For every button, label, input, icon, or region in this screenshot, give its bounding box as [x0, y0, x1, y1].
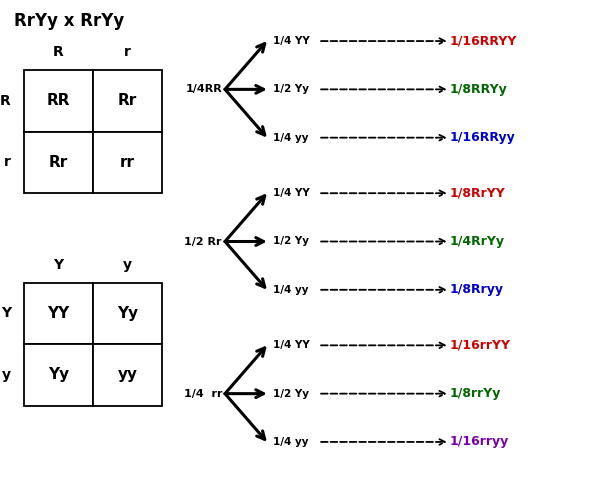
Text: 1/4 YY: 1/4 YY	[273, 188, 310, 198]
Text: 1/8RrYY: 1/8RrYY	[450, 187, 506, 199]
Text: RR: RR	[47, 93, 70, 108]
Text: 1/4 yy: 1/4 yy	[273, 437, 308, 447]
Text: R: R	[0, 94, 11, 108]
Bar	[24, 70, 93, 131]
Text: 1/4 YY: 1/4 YY	[273, 36, 310, 46]
Text: y: y	[2, 368, 11, 382]
Text: 1/16RRYY: 1/16RRYY	[450, 35, 517, 47]
Text: 1/2 Yy: 1/2 Yy	[273, 85, 309, 94]
Bar	[93, 131, 162, 193]
Text: 1/4  rr: 1/4 rr	[184, 389, 222, 398]
Text: 1/4RrYy: 1/4RrYy	[450, 235, 505, 248]
Text: yy: yy	[118, 368, 137, 383]
Text: 1/8Rryy: 1/8Rryy	[450, 284, 504, 296]
Text: Rr: Rr	[49, 155, 68, 170]
Text: RrYy x RrYy: RrYy x RrYy	[14, 12, 124, 30]
Text: R: R	[53, 45, 64, 59]
Bar	[93, 70, 162, 131]
Text: Rr: Rr	[118, 93, 137, 108]
Text: 1/2 Yy: 1/2 Yy	[273, 389, 309, 398]
Text: 1/4 yy: 1/4 yy	[273, 285, 308, 295]
Bar	[24, 131, 93, 193]
Text: 1/4 YY: 1/4 YY	[273, 341, 310, 350]
Text: 1/8RRYy: 1/8RRYy	[450, 83, 508, 96]
Text: 1/16RRyy: 1/16RRyy	[450, 131, 516, 144]
Bar	[24, 344, 93, 406]
Text: 1/16rryy: 1/16rryy	[450, 436, 509, 448]
Bar	[93, 344, 162, 406]
Text: 1/2 Rr: 1/2 Rr	[185, 237, 222, 246]
Text: 1/16rrYY: 1/16rrYY	[450, 339, 511, 352]
Text: Yy: Yy	[117, 306, 138, 321]
Text: 1/4RR: 1/4RR	[185, 85, 222, 94]
Text: r: r	[4, 156, 11, 170]
Text: Y: Y	[1, 306, 11, 320]
Text: 1/4 yy: 1/4 yy	[273, 133, 308, 142]
Text: r: r	[124, 45, 131, 59]
Text: y: y	[123, 258, 132, 272]
Bar	[93, 283, 162, 344]
Text: Y: Y	[53, 258, 64, 272]
Text: Yy: Yy	[48, 368, 69, 383]
Text: 1/8rrYy: 1/8rrYy	[450, 387, 502, 400]
Text: rr: rr	[120, 155, 135, 170]
Text: 1/2 Yy: 1/2 Yy	[273, 237, 309, 246]
Bar	[24, 283, 93, 344]
Text: YY: YY	[47, 306, 70, 321]
